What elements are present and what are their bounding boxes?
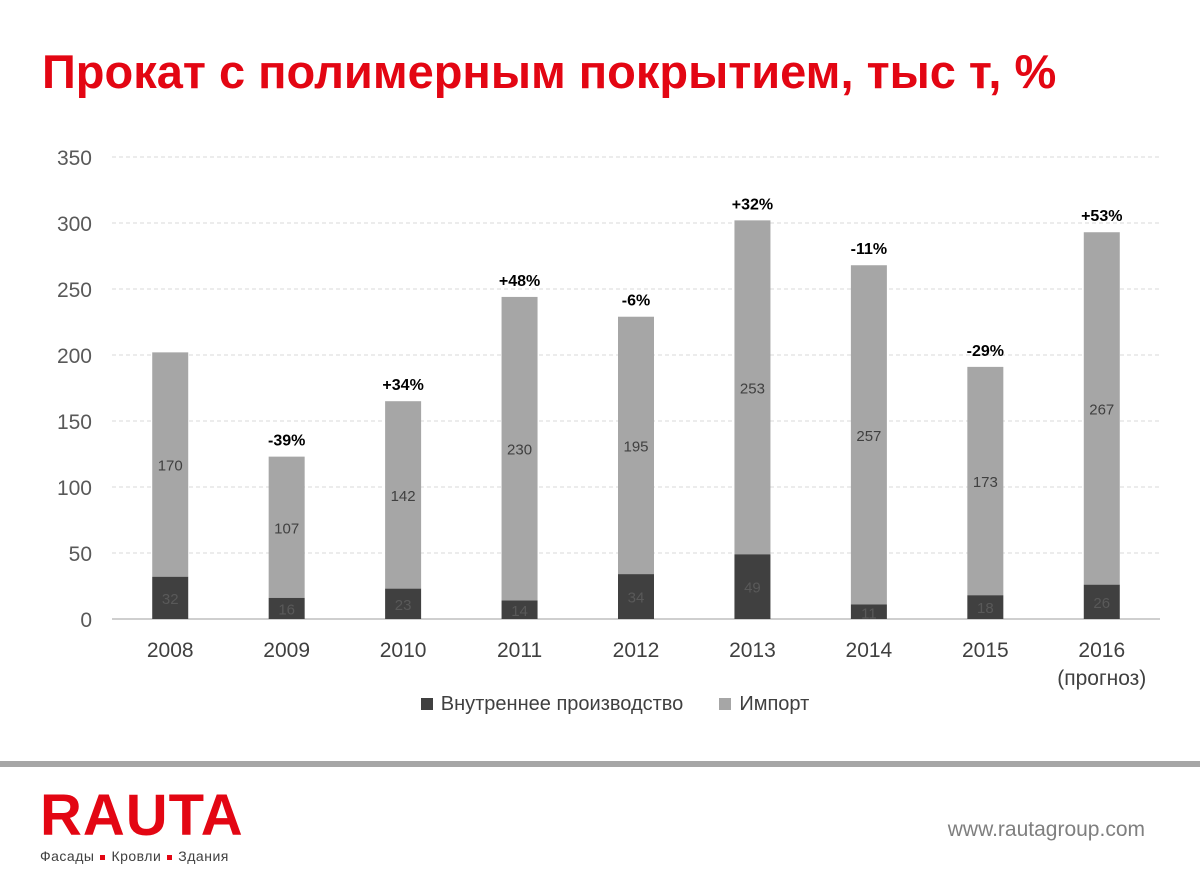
data-label-domestic: 16 <box>278 601 295 618</box>
footer-divider <box>0 761 1200 767</box>
data-label-domestic: 14 <box>511 603 528 620</box>
y-tick-label: 250 <box>57 279 92 302</box>
growth-label: -39% <box>268 433 305 450</box>
data-label-domestic: 11 <box>861 605 877 622</box>
bar-segment-domestic <box>618 574 654 619</box>
bar-segment-import <box>967 366 1004 596</box>
x-tick-label: 2015 <box>962 639 1009 662</box>
growth-label: +34% <box>382 377 423 394</box>
tagline-item: Здания <box>178 848 229 864</box>
legend-item-import: Импорт <box>719 693 809 716</box>
x-tick-label: 2012 <box>613 639 660 662</box>
bar-segment-import <box>618 316 654 575</box>
bar-segment-import <box>385 401 422 589</box>
y-tick-label: 50 <box>69 543 92 566</box>
x-tick-label: 2013 <box>729 639 776 662</box>
data-label-import: 173 <box>973 474 998 491</box>
data-label-domestic: 32 <box>162 591 179 608</box>
tagline-item: Кровли <box>111 848 162 864</box>
data-label-domestic: 49 <box>744 580 761 597</box>
bar-segment-domestic <box>734 554 771 619</box>
x-tick-label: 2014 <box>846 639 893 662</box>
y-tick-label: 300 <box>57 213 92 236</box>
legend-label-domestic: Внутреннее производство <box>440 692 684 715</box>
bar-segment-import <box>850 265 887 605</box>
logo-wordmark: RAUTA <box>40 783 244 848</box>
bar-segment-domestic <box>152 576 189 619</box>
bar-segment-domestic <box>850 604 887 619</box>
growth-label: +32% <box>732 196 773 213</box>
data-label-import: 253 <box>740 380 765 397</box>
legend-item-domestic: Внутреннее производство <box>420 692 684 716</box>
y-tick-label: 100 <box>57 477 92 500</box>
growth-label: +48% <box>499 273 540 290</box>
bar-segment-import <box>734 220 771 555</box>
data-label-domestic: 26 <box>1093 595 1110 612</box>
growth-label: +53% <box>1081 208 1122 225</box>
x-tick-label: 2010 <box>380 639 427 662</box>
bar-segment-import <box>501 296 538 601</box>
data-label-import: 142 <box>391 488 416 505</box>
bar-segment-domestic <box>501 600 538 619</box>
website-link[interactable]: www.rautagroup.com <box>947 818 1145 841</box>
bar-segment-domestic <box>385 588 422 619</box>
data-label-domestic: 23 <box>395 597 412 614</box>
y-tick-label: 150 <box>57 411 92 434</box>
bar-segment-import <box>152 352 189 577</box>
data-label-import: 107 <box>274 520 299 537</box>
chart-legend: Внутреннее производство Импорт <box>0 690 1200 718</box>
y-tick-label: 0 <box>80 609 92 632</box>
growth-label: -29% <box>967 343 1004 360</box>
x-tick-sublabel: (прогноз) <box>1057 667 1146 690</box>
bar-segment-import <box>1083 232 1120 585</box>
data-label-import: 195 <box>623 438 648 455</box>
data-label-domestic: 34 <box>628 590 645 607</box>
data-label-domestic: 18 <box>977 600 994 617</box>
growth-label: -11% <box>851 241 887 258</box>
tagline-separator <box>167 854 173 860</box>
bar-segment-import <box>268 456 305 598</box>
bar-segment-domestic <box>268 597 305 619</box>
legend-swatch-domestic <box>420 698 433 710</box>
bar-segment-domestic <box>1083 584 1120 619</box>
x-tick-label: 2009 <box>263 639 310 662</box>
company-logo: RAUTA Фасады Кровли Здания <box>40 783 244 865</box>
bar-segment-domestic <box>967 595 1004 619</box>
logo-tagline: Фасады Кровли Здания <box>40 848 244 864</box>
data-label-import: 267 <box>1089 401 1114 418</box>
y-tick-label: 350 <box>57 147 92 170</box>
x-tick-label: 2016 <box>1078 639 1125 662</box>
x-tick-label: 2011 <box>497 639 542 662</box>
data-label-import: 257 <box>856 428 881 445</box>
growth-label: -6% <box>622 293 650 310</box>
data-label-import: 170 <box>158 458 183 475</box>
stacked-bar-chart: 0 50 100 150 200 250 300 350 170 32 2008 107 16 -39% 2… <box>57 147 1160 690</box>
y-tick-label: 200 <box>57 345 92 368</box>
x-tick-label: 2008 <box>147 639 194 662</box>
legend-swatch-import <box>719 698 732 710</box>
page-title: Прокат с полимерным покрытием, тыс т, % <box>42 45 1057 98</box>
data-label-import: 230 <box>507 442 532 459</box>
legend-label-import: Импорт <box>739 692 810 715</box>
tagline-separator <box>100 854 106 860</box>
tagline-item: Фасады <box>40 848 95 864</box>
